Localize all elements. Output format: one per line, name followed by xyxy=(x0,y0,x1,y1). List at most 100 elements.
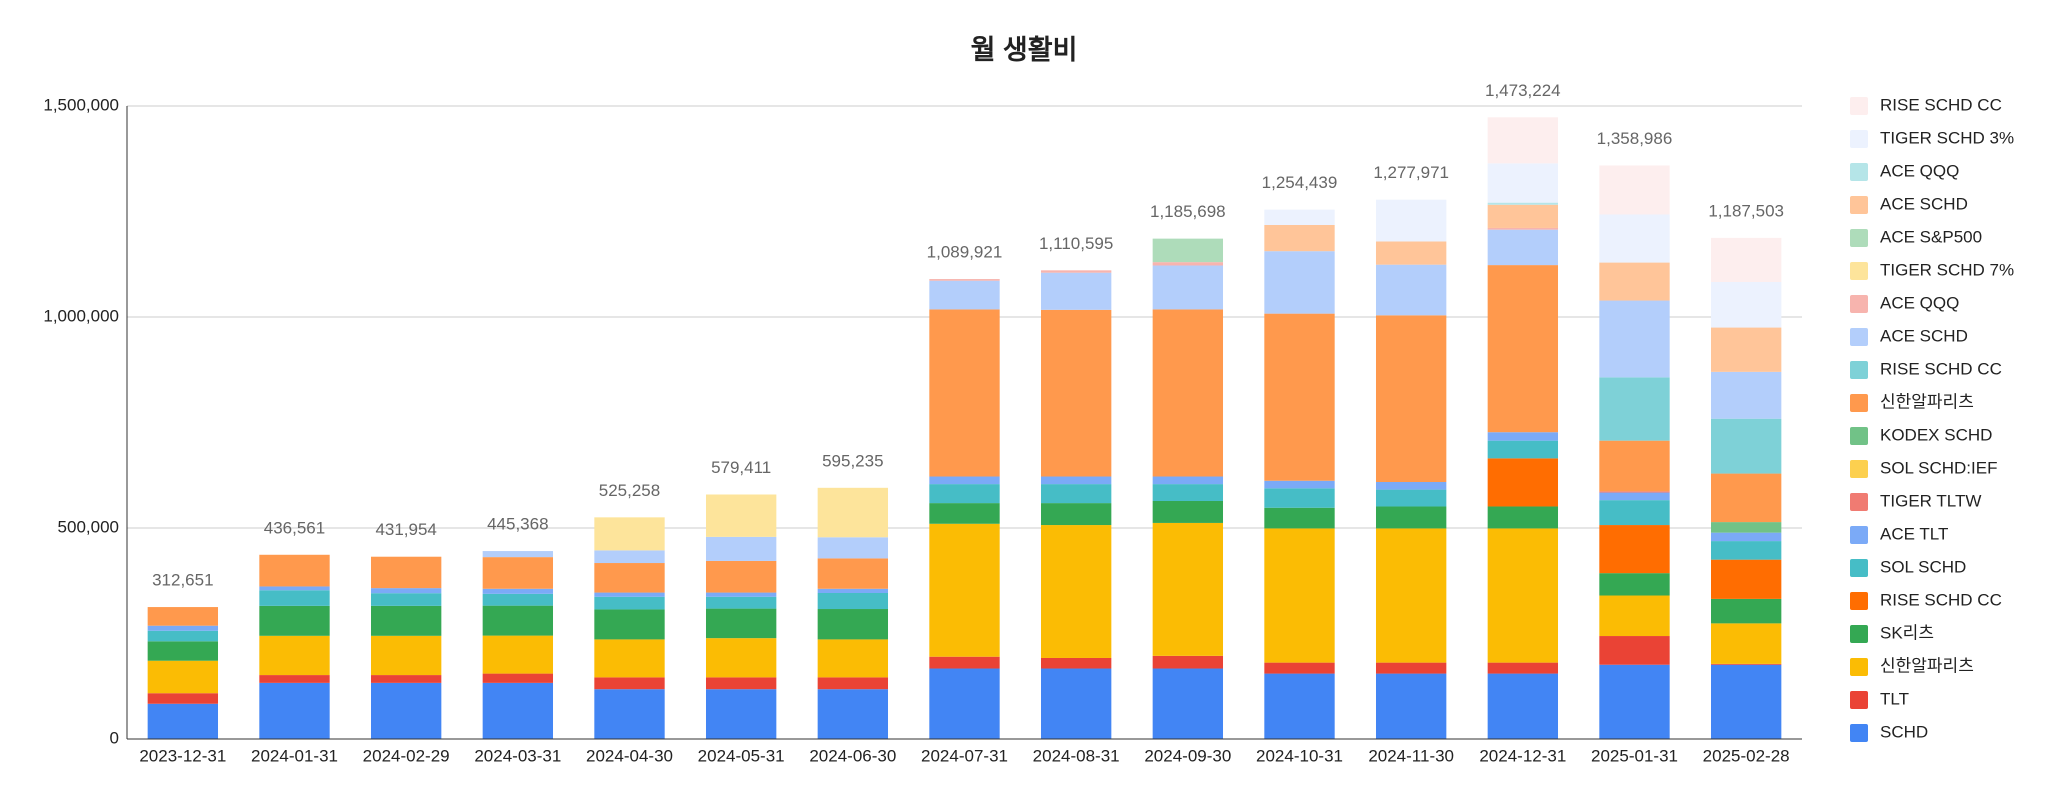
total-label: 525,258 xyxy=(599,481,660,500)
bar-segment xyxy=(147,641,219,661)
bar-segment xyxy=(370,593,442,606)
legend-label: RISE SCHD CC xyxy=(1880,95,2002,114)
bar-segment xyxy=(705,638,777,678)
bar-segment xyxy=(1152,309,1224,477)
bar-segment xyxy=(370,605,442,636)
bar-segment xyxy=(1710,418,1782,474)
bar-segment xyxy=(1599,664,1670,739)
bar-segment xyxy=(705,608,777,639)
bar-segment xyxy=(1487,662,1559,674)
bar-segment xyxy=(1599,492,1670,501)
bar-segment xyxy=(1487,229,1559,266)
x-tick-label: 2024-05-31 xyxy=(698,746,785,765)
bar-segment xyxy=(929,668,1000,739)
legend-swatch xyxy=(1850,658,1868,676)
bar-segment xyxy=(817,487,889,538)
legend-label: TIGER SCHD 3% xyxy=(1880,128,2014,147)
bar-segment xyxy=(147,703,219,739)
x-tick-label: 2024-03-31 xyxy=(474,746,561,765)
bar-segment xyxy=(929,656,1000,669)
bar-segment xyxy=(1599,595,1670,637)
bar-segment xyxy=(147,630,219,642)
bar-segment xyxy=(594,563,665,593)
bar-segment xyxy=(1487,528,1559,663)
bar-segment xyxy=(482,588,554,594)
total-label: 1,277,971 xyxy=(1373,163,1449,182)
total-label: 1,185,698 xyxy=(1150,202,1226,221)
total-label: 1,254,439 xyxy=(1262,173,1338,192)
bar-segment xyxy=(1487,506,1559,529)
bar-segment xyxy=(370,588,442,594)
bar-segment xyxy=(482,557,554,589)
bar-segment xyxy=(594,639,665,678)
bar-segment xyxy=(594,596,665,610)
legend-label: KODEX SCHD xyxy=(1880,425,1992,444)
bar-segment xyxy=(1710,473,1782,523)
x-tick-label: 2024-01-31 xyxy=(251,746,338,765)
legend-swatch xyxy=(1850,328,1868,346)
bar-segment xyxy=(1264,225,1335,252)
bar-segment xyxy=(1710,623,1782,664)
bar-segment xyxy=(1487,204,1559,228)
bar-segment xyxy=(1710,237,1782,282)
legend-label: TLT xyxy=(1880,689,1909,708)
bar-segment xyxy=(1710,541,1782,560)
legend-label: 신한알파리츠 xyxy=(1880,392,1974,411)
x-tick-label: 2024-12-31 xyxy=(1479,746,1566,765)
x-tick-label: 2024-09-30 xyxy=(1144,746,1231,765)
bar-segment xyxy=(1710,532,1782,542)
bar-segment xyxy=(259,635,330,676)
bar-segment xyxy=(1710,598,1782,624)
bar-segment xyxy=(1264,662,1335,674)
x-tick-label: 2024-07-31 xyxy=(921,746,1008,765)
bar-segment xyxy=(1599,573,1670,596)
bar-segment xyxy=(1375,482,1447,490)
bar-segment xyxy=(1487,117,1559,164)
x-tick-label: 2024-11-30 xyxy=(1368,746,1454,765)
bar-segment xyxy=(1040,484,1112,504)
total-label: 579,411 xyxy=(711,458,771,477)
legend-label: SOL SCHD:IEF xyxy=(1880,458,1997,477)
bar-segment xyxy=(147,693,219,704)
bar-segment xyxy=(1599,491,1670,493)
bar-segment xyxy=(594,609,665,640)
bar-segment xyxy=(1599,165,1670,215)
bar-segment xyxy=(482,605,554,636)
legend-swatch xyxy=(1850,625,1868,643)
x-tick-label: 2024-06-30 xyxy=(809,746,896,765)
bar-segment xyxy=(594,592,665,597)
x-tick-label: 2024-08-31 xyxy=(1033,746,1120,765)
bar-segment xyxy=(817,639,889,678)
bar-segment xyxy=(482,682,554,739)
legend-swatch xyxy=(1850,460,1868,478)
bar-segment xyxy=(1152,500,1224,523)
bar-segment xyxy=(1152,522,1224,656)
legend-swatch xyxy=(1850,427,1868,445)
bar-segment xyxy=(1375,673,1447,739)
bar-segment xyxy=(1152,668,1224,739)
bar-segment xyxy=(1040,668,1112,739)
legend-label: TIGER SCHD 7% xyxy=(1880,260,2014,279)
bar-segment xyxy=(1710,522,1782,533)
bar-segment xyxy=(1040,657,1112,669)
bar-segment xyxy=(482,635,554,674)
bar-segment xyxy=(1375,662,1447,674)
bar-segment xyxy=(1599,636,1670,665)
bar-segment xyxy=(1152,484,1224,501)
bar-segment xyxy=(1152,262,1224,266)
bar-segment xyxy=(259,682,330,739)
x-tick-label: 2025-02-28 xyxy=(1703,746,1790,765)
legend-swatch xyxy=(1850,724,1868,742)
bar-segment xyxy=(594,550,665,564)
chart-title: 월 생활비 xyxy=(971,35,1078,65)
bar-segment xyxy=(1710,559,1782,599)
x-tick-label: 2024-04-30 xyxy=(586,746,673,765)
legend-swatch xyxy=(1850,262,1868,280)
bar-segment xyxy=(1599,214,1670,263)
legend-label: TIGER TLTW xyxy=(1880,491,1981,510)
total-label: 1,089,921 xyxy=(927,243,1003,262)
bar-segment xyxy=(1264,209,1335,226)
y-tick-label: 1,500,000 xyxy=(43,95,119,114)
legend-label: ACE TLT xyxy=(1880,524,1948,543)
